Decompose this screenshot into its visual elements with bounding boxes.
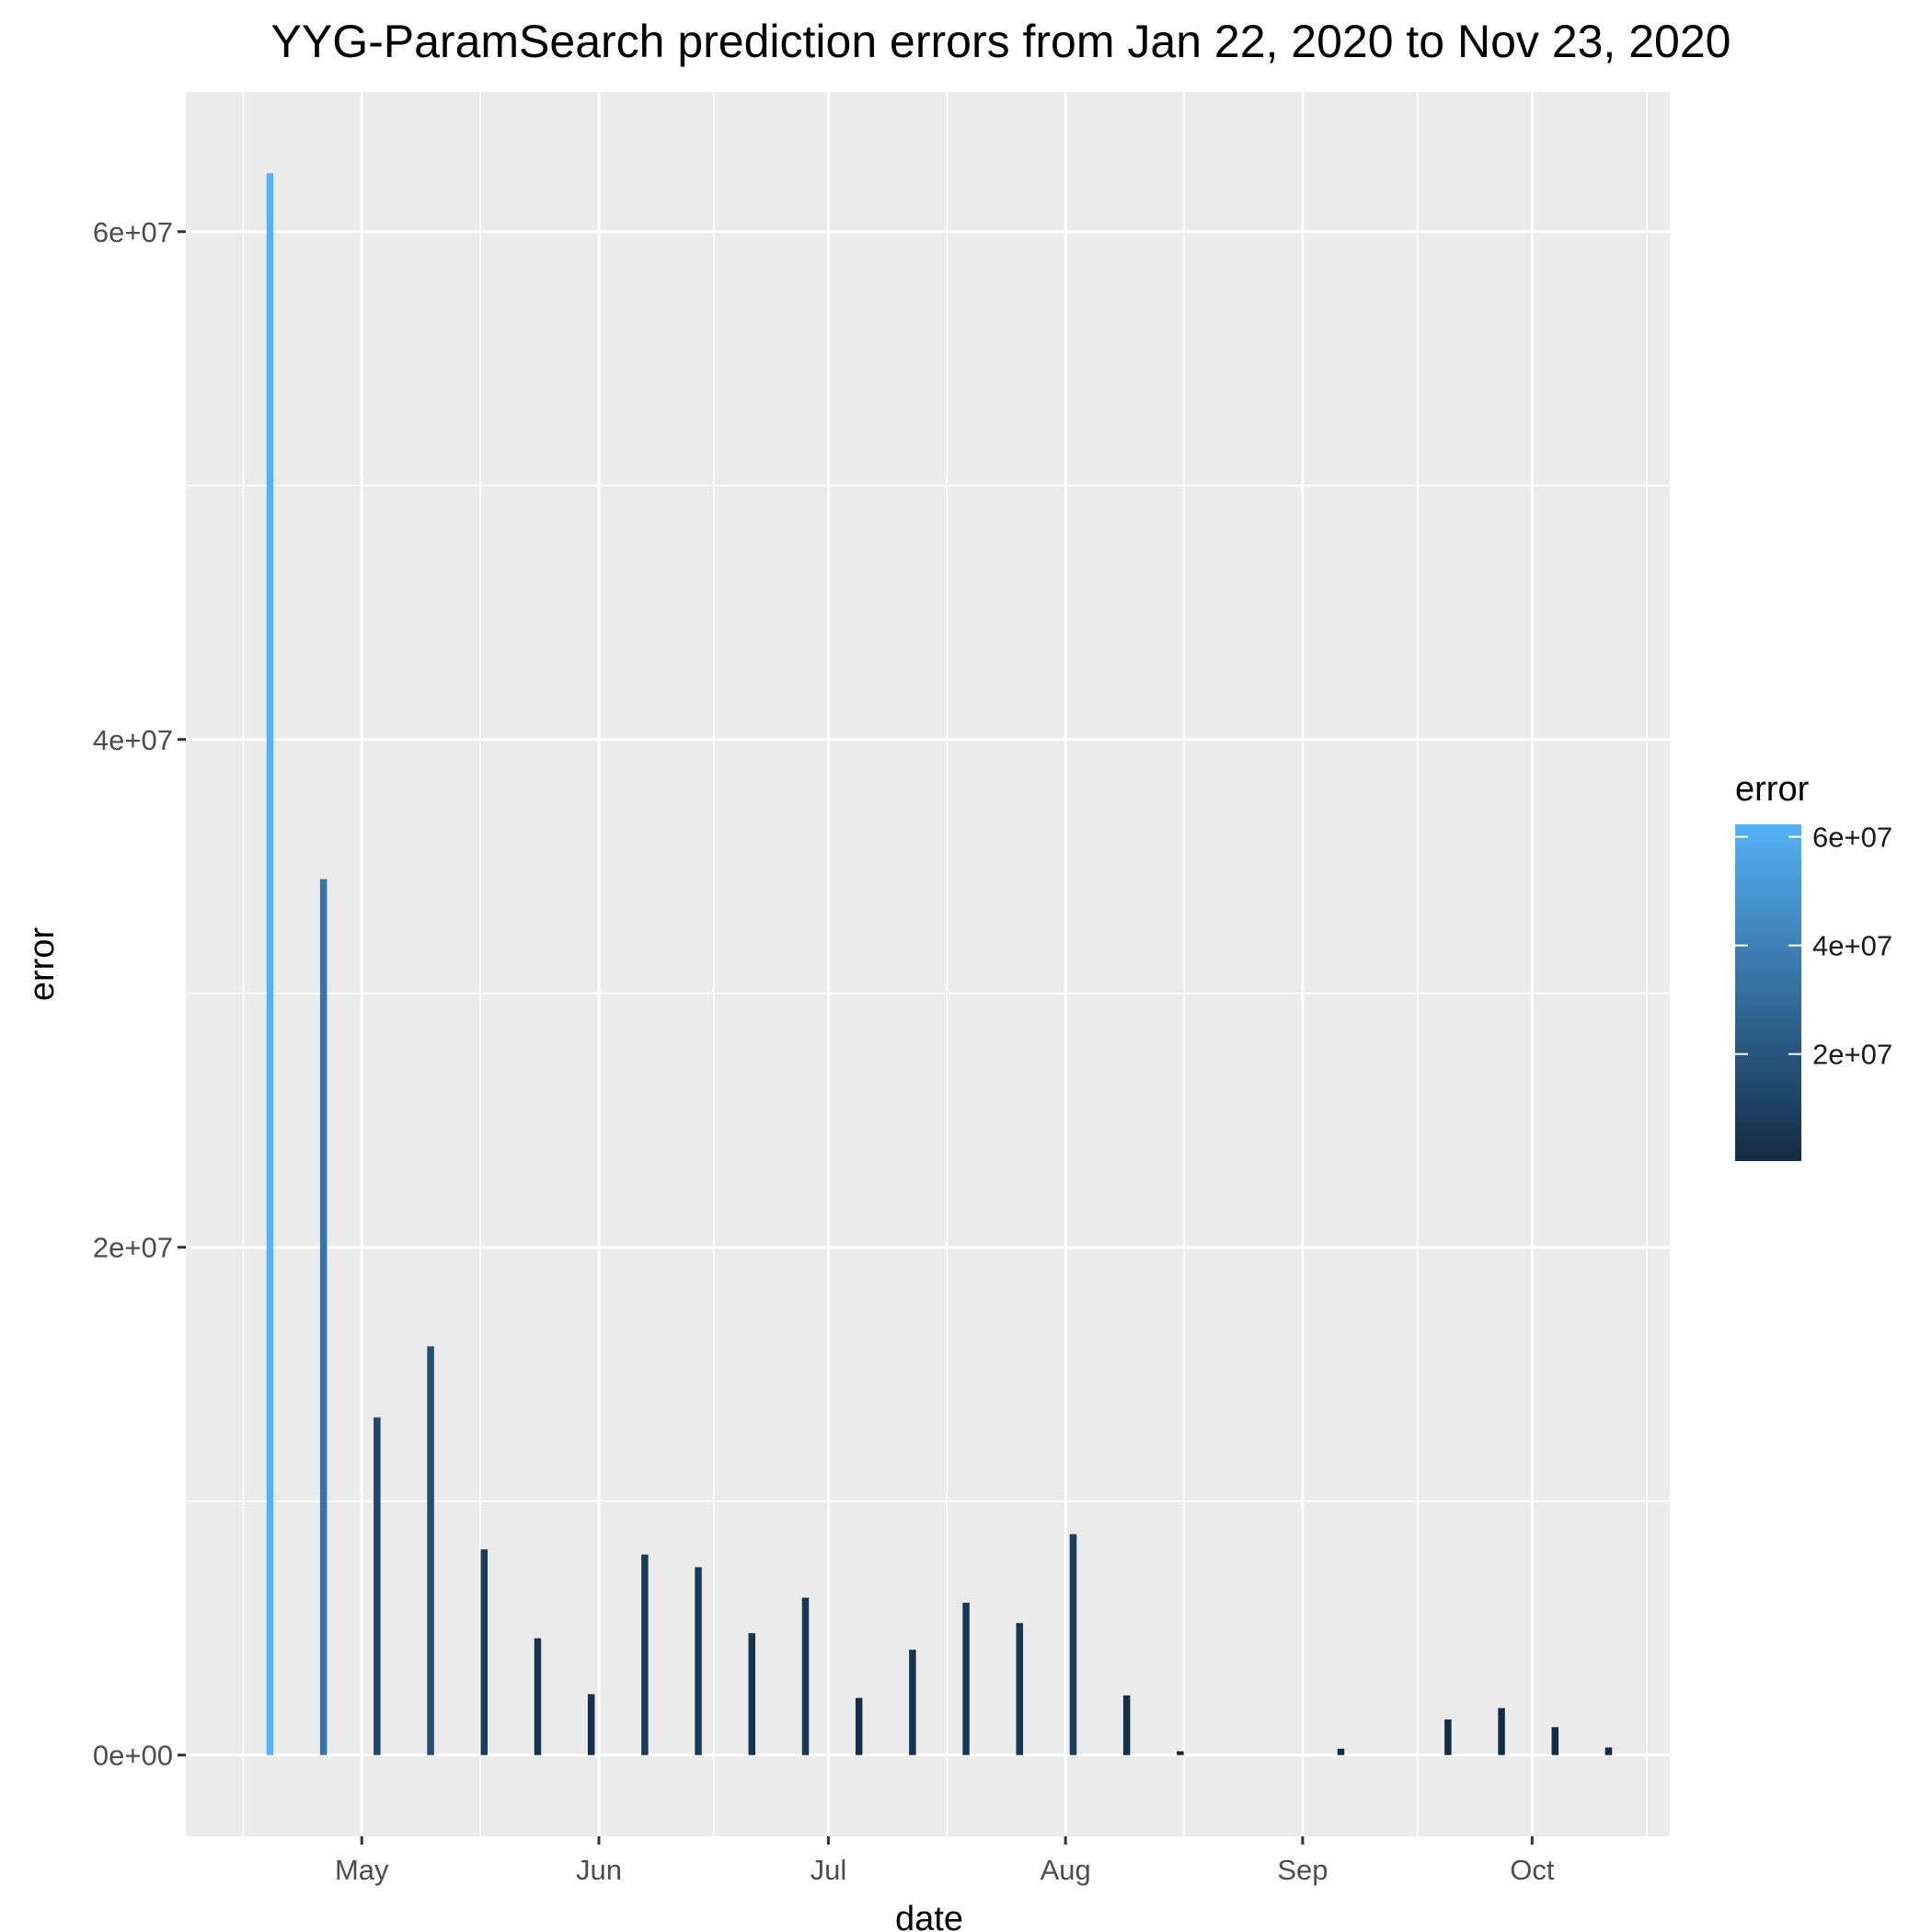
y-tick-label: 2e+07 [93, 1232, 173, 1264]
y-tick-label: 0e+00 [93, 1740, 173, 1772]
bar [695, 1567, 702, 1755]
grid-minor [186, 92, 1670, 1836]
bar [909, 1650, 916, 1755]
legend: error 6e+07 4e+07 2e+07 [1735, 770, 1892, 1161]
x-tick-label: Sep [1277, 1854, 1328, 1886]
legend-label: 6e+07 [1812, 822, 1892, 854]
bar [962, 1603, 970, 1755]
x-tick-label: Jul [811, 1854, 847, 1886]
x-tick-label: Aug [1041, 1854, 1091, 1886]
x-axis: May Jun Jul Aug Sep Oct [335, 1836, 1555, 1886]
bar [374, 1417, 381, 1755]
bar [1604, 1747, 1613, 1755]
x-tick-label: Jun [576, 1854, 622, 1886]
bar [1069, 1534, 1077, 1755]
bar [1177, 1751, 1184, 1755]
bar [1016, 1623, 1024, 1755]
bar [480, 1549, 489, 1755]
bar [748, 1633, 756, 1755]
legend-colorbar [1735, 824, 1801, 1161]
bar [855, 1697, 863, 1755]
bar [427, 1346, 434, 1755]
x-axis-title: date [895, 1900, 963, 1932]
bars [266, 173, 1613, 1755]
bar [1444, 1719, 1452, 1755]
y-axis-title: error [23, 927, 62, 1002]
bar [1122, 1695, 1131, 1755]
plot-panel [186, 92, 1670, 1836]
legend-ticks: 6e+07 4e+07 2e+07 [1735, 822, 1892, 1071]
chart-title: YYG-ParamSearch prediction errors from J… [271, 16, 1731, 67]
legend-label: 2e+07 [1812, 1039, 1892, 1071]
y-tick-label: 4e+07 [93, 724, 173, 756]
x-tick-label: May [335, 1854, 389, 1886]
bar [319, 879, 328, 1755]
bar [266, 173, 274, 1755]
bar [1337, 1748, 1345, 1755]
bar [1551, 1727, 1559, 1755]
bar [534, 1638, 542, 1755]
bar [641, 1554, 649, 1755]
y-tick-label: 6e+07 [93, 216, 173, 248]
bar [801, 1597, 810, 1755]
bar [1498, 1708, 1505, 1755]
legend-title: error [1735, 770, 1810, 809]
bar [587, 1694, 595, 1755]
x-tick-label: Oct [1510, 1854, 1555, 1886]
legend-label: 4e+07 [1812, 930, 1892, 962]
y-axis: 0e+00 2e+07 4e+07 6e+07 [93, 216, 186, 1772]
